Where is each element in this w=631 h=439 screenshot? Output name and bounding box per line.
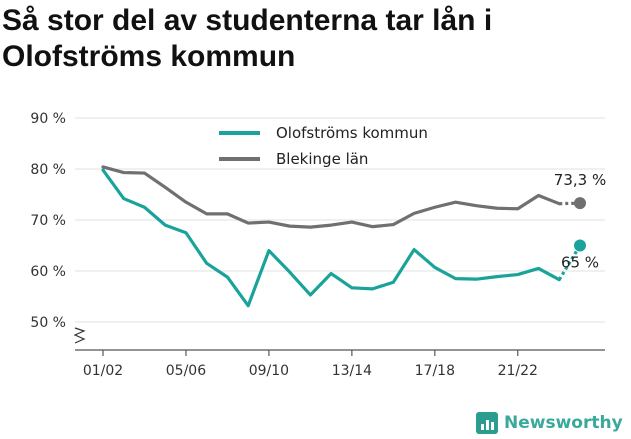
y-axis-tick-labels: 50 % 60 % 70 % 80 % 90 % <box>30 111 66 331</box>
chart-title: Så stor del av studenterna tar lån i Olo… <box>2 4 493 73</box>
grid-lines <box>75 117 605 323</box>
y-tick-label: 70 % <box>30 213 66 229</box>
y-tick-label: 50 % <box>30 315 66 331</box>
x-tick-label: 13/14 <box>332 363 372 379</box>
end-labels: 65 % 73,3 % <box>554 171 606 271</box>
series-lines <box>101 165 586 308</box>
legend-label: Olofströms kommun <box>276 124 428 142</box>
series-end-label: 65 % <box>561 254 599 272</box>
x-tick-label: 09/10 <box>249 363 289 379</box>
legend-label: Blekinge län <box>276 150 368 168</box>
series-end-label: 73,3 % <box>554 171 606 189</box>
y-tick-label: 90 % <box>30 111 66 127</box>
series-last-segment <box>557 244 582 281</box>
x-tick-label: 21/22 <box>498 363 538 379</box>
newsworthy-logo-icon <box>476 412 498 434</box>
series-end-marker <box>574 239 586 252</box>
x-tick-label: 17/18 <box>415 363 455 379</box>
axis-break-mark <box>73 327 86 344</box>
series-line <box>101 165 561 229</box>
series-line <box>101 168 561 308</box>
brand-name: Newsworthy <box>504 413 623 433</box>
x-axis: 01/02 05/06 09/10 13/14 17/18 21/22 <box>73 327 605 379</box>
y-tick-label: 60 % <box>30 264 66 280</box>
y-tick-label: 80 % <box>30 162 66 178</box>
legend: Olofströms kommun Blekinge län <box>219 124 428 168</box>
brand-logo[interactable]: Newsworthy <box>476 409 623 437</box>
series-end-marker <box>574 197 586 210</box>
x-tick-label: 05/06 <box>166 363 206 379</box>
x-tick-label: 01/02 <box>83 363 123 379</box>
